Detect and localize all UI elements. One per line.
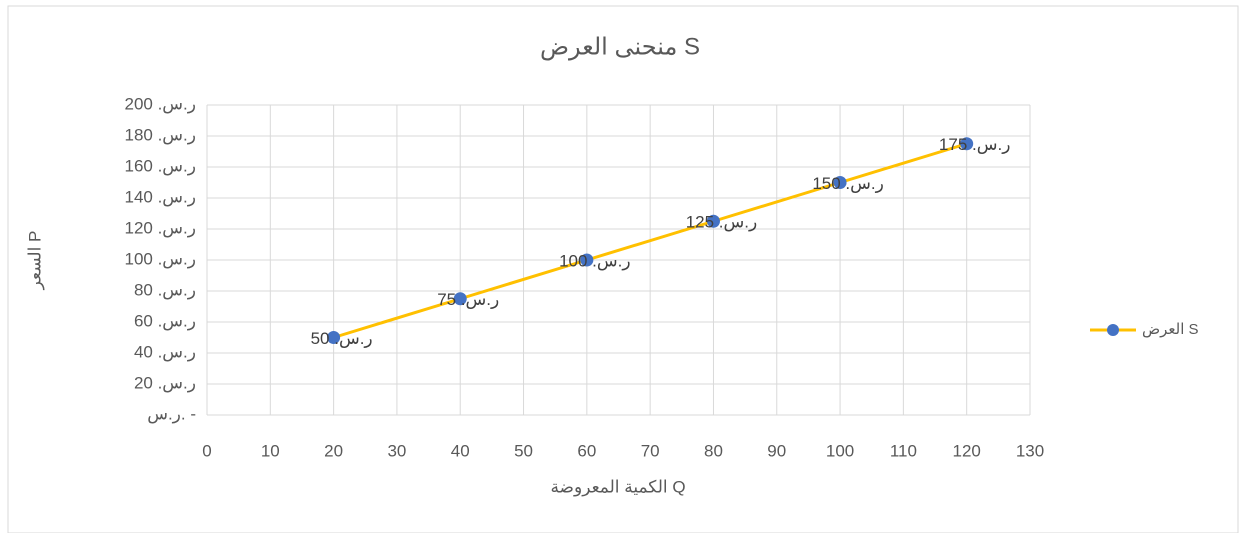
- data-label: ر.س. 125: [686, 213, 758, 232]
- x-tick-label: 130: [1016, 441, 1044, 460]
- x-tick-label: 20: [324, 441, 343, 460]
- x-axis-label: الكمية المعروضة Q: [550, 477, 685, 496]
- data-label: ر.س. 75: [437, 290, 499, 309]
- y-tick-label: ر.س. 180: [124, 125, 196, 144]
- marker: [960, 137, 974, 151]
- x-tick-label: 70: [641, 441, 660, 460]
- y-tick-label: ر.س. 140: [124, 187, 196, 206]
- data-label: ر.س. 50: [311, 329, 373, 348]
- marker: [327, 331, 341, 344]
- data-label: ر.س. 100: [559, 251, 631, 270]
- legend-marker: [1107, 324, 1119, 336]
- x-tick-label: 120: [953, 441, 981, 460]
- x-tick-label: 110: [890, 441, 917, 460]
- chart-frame: [7, 5, 1239, 533]
- data-label: ر.س. 175: [939, 135, 1011, 154]
- y-tick-label: ر.س. 160: [124, 156, 196, 175]
- marker: [580, 253, 594, 267]
- x-tick-label: 30: [387, 441, 406, 460]
- marker: [706, 214, 720, 228]
- x-tick-label: 90: [767, 441, 786, 460]
- marker: [453, 292, 467, 306]
- chart-title: منحنى العرض S: [540, 33, 700, 60]
- y-tick-label: ر.س. 120: [124, 218, 196, 237]
- x-tick-label: 10: [261, 441, 280, 460]
- y-tick-label: ر.س. 20: [134, 373, 196, 392]
- marker: [833, 176, 847, 189]
- x-tick-label: 50: [514, 441, 533, 460]
- y-tick-label: ر.س. 200: [124, 94, 196, 113]
- series-line: [333, 142, 968, 339]
- x-tick-label: 0: [202, 441, 211, 460]
- x-tick-label: 40: [451, 441, 470, 460]
- y-axis-label: السعر P: [25, 231, 44, 291]
- x-tick-label: 80: [704, 441, 723, 460]
- data-label: ر.س. 150: [812, 174, 884, 193]
- x-tick-label: 60: [577, 441, 596, 460]
- y-tick-label: ر.س. 80: [134, 280, 196, 299]
- y-tick-label: ر.س. 100: [124, 249, 196, 268]
- y-tick-label: ر.س. 60: [134, 311, 196, 330]
- x-tick-label: 100: [826, 441, 854, 460]
- y-tick-label: ر.س. 40: [134, 342, 196, 361]
- legend-label: العرض S: [1142, 321, 1199, 338]
- y-tick-label: ر.س. -: [147, 404, 196, 423]
